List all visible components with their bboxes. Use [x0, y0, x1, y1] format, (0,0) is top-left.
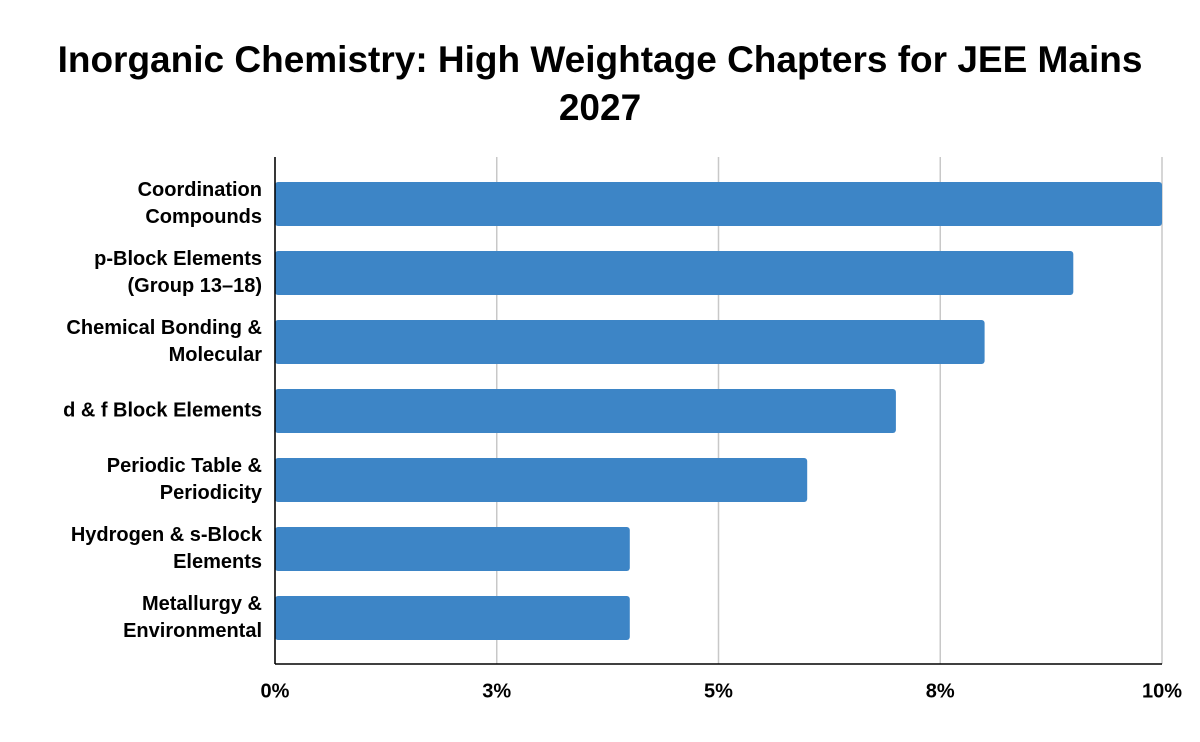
y-tick-label: p-Block Elements (Group 13–18)	[94, 248, 262, 297]
bar	[275, 389, 896, 433]
bar	[275, 251, 1074, 295]
y-tick-label: d & f Block Elements	[63, 399, 262, 422]
y-tick-label: Chemical Bonding & Molecular	[66, 317, 262, 366]
bar	[275, 182, 1162, 226]
x-tick-label: 0%	[261, 680, 290, 702]
bar	[275, 320, 985, 364]
bar	[275, 527, 630, 571]
bar	[275, 458, 808, 502]
x-tick-label: 10%	[1142, 680, 1182, 702]
y-tick-label: Coordination Compounds	[137, 179, 262, 228]
y-tick-label: Periodic Table & Periodicity	[106, 455, 262, 504]
x-tick-label: 5%	[704, 680, 733, 702]
x-tick-label: 3%	[482, 680, 511, 702]
x-tick-label: 8%	[926, 680, 955, 702]
bar	[275, 596, 630, 640]
y-tick-label: Hydrogen & s-Block Elements	[70, 524, 262, 573]
chart-title: Inorganic Chemistry: High Weightage Chap…	[57, 39, 1143, 128]
y-tick-label: Metallurgy & Environmental	[123, 593, 262, 642]
